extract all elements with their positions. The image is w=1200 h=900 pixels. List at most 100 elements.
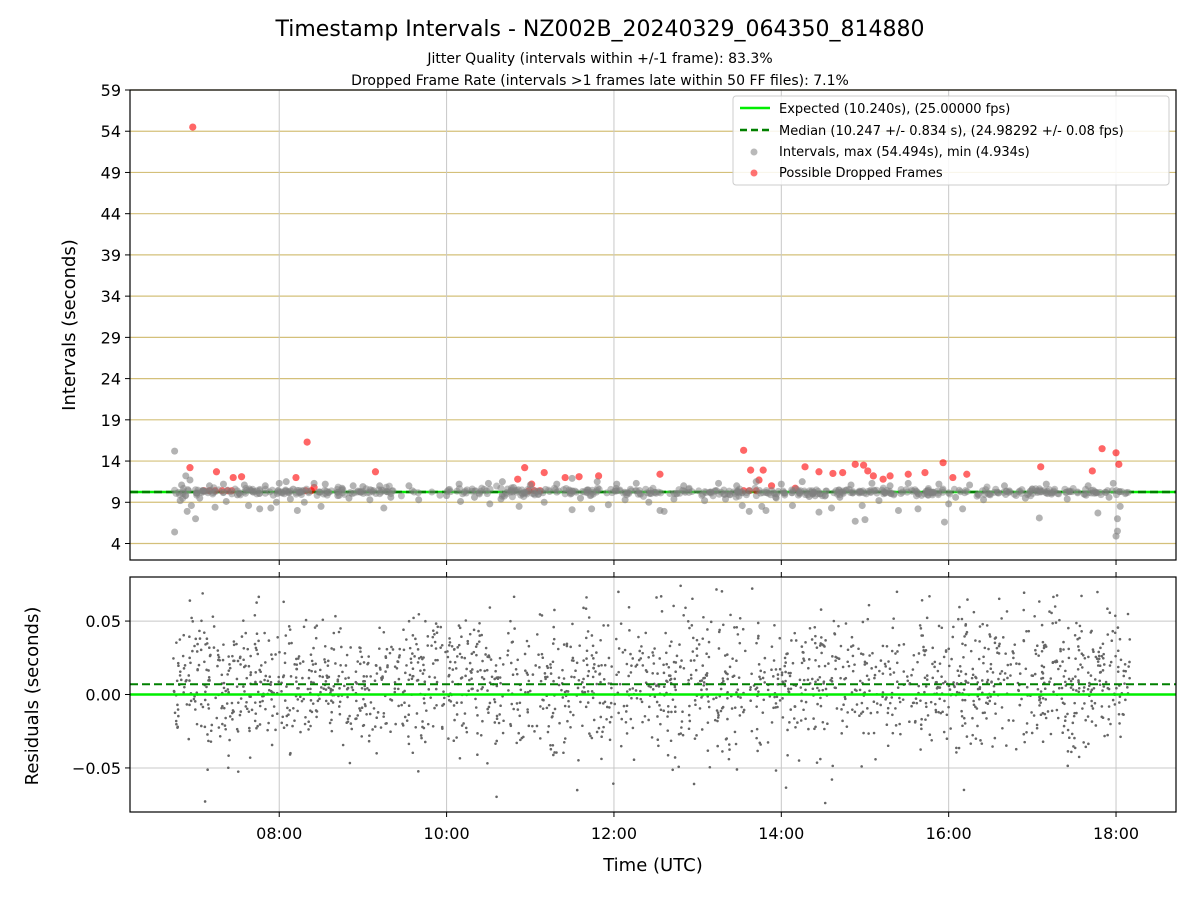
residual-point: [531, 724, 534, 728]
residual-point: [551, 711, 555, 715]
residual-point: [789, 687, 793, 691]
residual-point: [405, 719, 409, 722]
residual-point: [879, 703, 882, 707]
residual-point: [374, 663, 378, 667]
residual-point: [689, 673, 693, 677]
residual-point: [658, 704, 661, 707]
residual-point: [1098, 664, 1102, 668]
residual-point: [441, 727, 444, 730]
residual-point: [275, 712, 279, 716]
residual-point: [786, 728, 789, 732]
residual-point: [819, 608, 823, 611]
residual-point: [255, 601, 258, 604]
residual-point: [493, 677, 496, 681]
residual-point: [670, 710, 673, 714]
residual-point: [555, 751, 558, 754]
residual-point: [695, 734, 698, 737]
residual-point: [1041, 640, 1045, 644]
residual-point: [306, 687, 310, 691]
residual-point: [556, 647, 560, 651]
residual-point: [597, 664, 600, 668]
residual-point: [1067, 656, 1071, 660]
residual-point: [326, 659, 330, 663]
residual-point: [407, 742, 411, 746]
residual-point: [287, 642, 291, 645]
residual-point: [822, 682, 825, 685]
residual-point: [216, 649, 220, 652]
residual-point: [672, 604, 675, 608]
residual-point: [221, 658, 225, 662]
residual-point: [344, 677, 347, 680]
residual-point: [735, 768, 739, 771]
residual-point: [490, 675, 494, 679]
residual-point: [240, 635, 244, 638]
interval-point: [738, 502, 746, 510]
residual-point: [453, 718, 456, 722]
top-y-tick-label: 19: [101, 411, 121, 430]
residual-point: [468, 632, 472, 636]
residual-point: [1066, 750, 1070, 753]
residual-point: [309, 724, 312, 728]
interval-point: [346, 489, 354, 497]
residual-point: [723, 670, 727, 673]
residual-point: [436, 625, 440, 629]
residual-point: [551, 744, 555, 747]
residual-point: [1079, 663, 1082, 666]
residual-point: [1005, 744, 1008, 747]
residual-point: [476, 670, 479, 673]
interval-point: [187, 502, 195, 510]
residual-point: [625, 662, 629, 666]
residual-point: [922, 649, 925, 652]
residual-point: [625, 704, 629, 708]
residual-point: [255, 648, 258, 652]
residual-point: [816, 686, 819, 690]
interval-point: [792, 485, 800, 493]
residual-point: [956, 669, 960, 673]
residual-point: [670, 640, 673, 643]
residual-point: [656, 672, 659, 675]
residual-point: [498, 713, 501, 716]
residual-point: [212, 646, 216, 649]
residual-point: [657, 744, 660, 748]
interval-point: [470, 493, 478, 501]
residual-point: [817, 689, 821, 692]
residual-point: [346, 695, 349, 699]
residual-point: [193, 700, 197, 703]
residual-point: [435, 680, 439, 684]
interval-point: [376, 482, 384, 490]
residual-point: [188, 679, 191, 682]
residual-point: [738, 641, 742, 645]
residual-point: [674, 661, 678, 664]
residual-point: [539, 737, 542, 740]
residual-point: [362, 675, 366, 678]
interval-point: [269, 491, 277, 499]
residual-point: [872, 731, 876, 735]
residual-point: [787, 671, 791, 675]
residual-point: [655, 684, 658, 688]
residual-point: [1070, 732, 1074, 736]
residual-point: [858, 714, 861, 717]
residual-point: [323, 660, 327, 664]
residual-point: [1033, 614, 1036, 618]
interval-point: [914, 505, 922, 513]
residual-point: [428, 675, 431, 679]
residual-point: [1119, 735, 1122, 739]
residual-point: [421, 672, 425, 675]
residual-point: [227, 754, 230, 757]
residual-point: [348, 714, 351, 718]
residual-point: [824, 687, 828, 691]
residual-point: [358, 707, 361, 710]
residual-point: [1025, 730, 1028, 734]
residual-point: [629, 717, 633, 721]
residual-point: [363, 684, 366, 688]
residual-point: [823, 727, 826, 731]
residual-point: [726, 690, 729, 694]
residual-point: [477, 629, 480, 633]
residual-point: [1082, 741, 1085, 744]
residual-point: [919, 627, 923, 630]
residual-point: [662, 709, 666, 713]
residual-point: [735, 625, 739, 629]
residual-point: [869, 711, 873, 715]
residual-point: [600, 757, 603, 761]
residual-point: [1086, 671, 1090, 674]
